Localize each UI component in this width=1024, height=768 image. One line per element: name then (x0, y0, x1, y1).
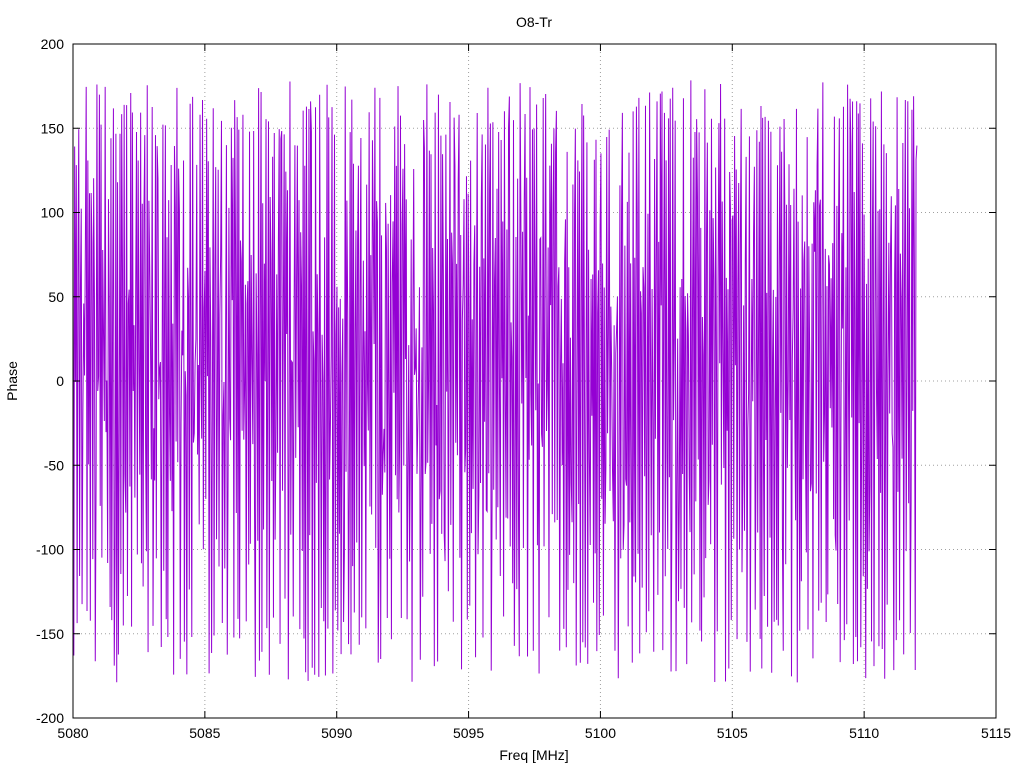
y-axis-label: Phase (4, 361, 20, 401)
y-tick-label: -100 (36, 542, 64, 558)
ticks-layer: 5080 5085 5090 5095 5100 5105 5110 5115 200 150 10… (36, 36, 1011, 741)
series-layer (72, 80, 918, 683)
y-tick-label: -150 (36, 626, 64, 642)
y-tick-label: 50 (48, 289, 64, 305)
y-tick-label: 150 (41, 120, 65, 136)
y-tick-label: 100 (41, 205, 65, 221)
x-tick-label: 5105 (717, 725, 748, 741)
x-tick-label: 5090 (321, 725, 352, 741)
x-tick-label: 5085 (189, 725, 220, 741)
x-tick-label: 5095 (453, 725, 484, 741)
x-tick-label: 5100 (585, 725, 616, 741)
y-tick-label: 200 (41, 36, 65, 52)
chart-title: O8-Tr (516, 14, 552, 30)
x-axis-label: Freq [MHz] (499, 747, 568, 763)
x-tick-label: 5080 (57, 725, 88, 741)
y-tick-label: 0 (56, 373, 64, 389)
x-tick-label: 5115 (981, 725, 1011, 741)
series-line-0 (72, 80, 918, 683)
y-tick-label: -200 (36, 710, 64, 726)
y-tick-label: -50 (44, 457, 64, 473)
x-tick-label: 5110 (849, 725, 879, 741)
